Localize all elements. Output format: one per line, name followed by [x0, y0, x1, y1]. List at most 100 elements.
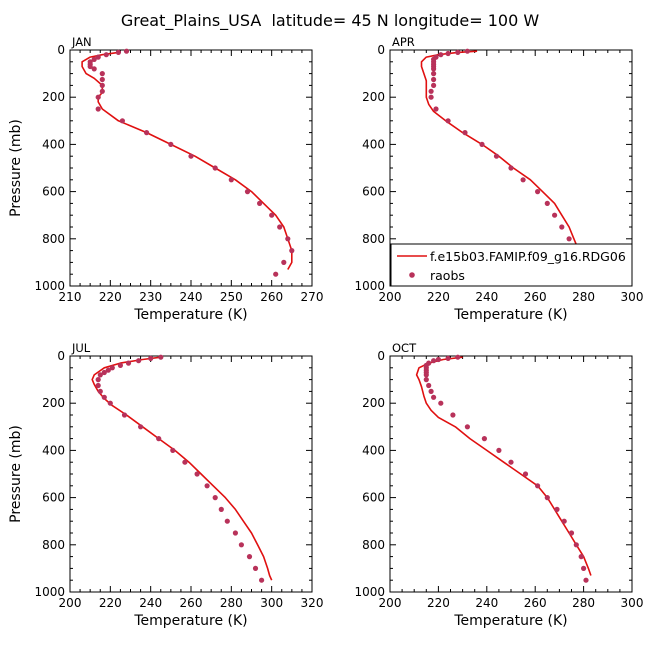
raobs-point-jan	[277, 224, 283, 230]
raobs-point-oct	[568, 530, 575, 536]
raobs-point-apr	[428, 88, 434, 94]
model-profile-line-jul	[91, 356, 273, 581]
raobs-point-jul	[224, 518, 230, 524]
raobs-point-oct	[431, 394, 437, 400]
raobs-point-apr	[559, 224, 565, 230]
x-tick-label-jul: 300	[260, 596, 283, 610]
x-axis-label-jan: Temperature (K)	[133, 307, 247, 323]
raobs-point-jan	[95, 106, 101, 112]
y-tick-label-jul: 0	[57, 349, 65, 363]
raobs-point-apr	[428, 94, 434, 100]
raobs-point-oct	[581, 565, 587, 572]
x-tick-label-jul: 260	[180, 596, 203, 610]
raobs-point-jan	[103, 52, 109, 58]
y-tick-label-apr: 200	[362, 90, 385, 104]
y-tick-label-oct: 400	[362, 443, 385, 457]
raobs-point-jul	[95, 377, 101, 383]
raobs-point-jul	[148, 355, 154, 361]
raobs-point-jul	[101, 394, 107, 400]
legend-obs-label: raobs	[430, 268, 465, 283]
raobs-point-jul	[238, 542, 244, 548]
model-profile-line-jan	[81, 51, 293, 270]
x-axis-label-jul: Temperature (K)	[133, 613, 247, 629]
raobs-point-oct	[428, 388, 434, 394]
raobs-point-jul	[121, 412, 128, 418]
panels: 210 220 230 240 250 260 270 0 200 400 600 800 1000 JA…	[8, 35, 643, 629]
x-tick-label-jan: 260	[260, 290, 283, 304]
y-tick-label-jan: 800	[42, 232, 65, 246]
panel-label-oct: OCT	[392, 341, 417, 355]
raobs-point-jan	[119, 118, 125, 124]
raobs-point-jul	[204, 483, 210, 489]
raobs-point-jul	[252, 565, 259, 572]
y-tick-label-oct: 200	[362, 396, 385, 410]
raobs-point-jan	[269, 212, 275, 218]
y-axis-label-jan: Pressure (mb)	[8, 119, 24, 217]
raobs-point-jul	[105, 367, 111, 373]
legend-model-label: f.e15b03.FAMIP.f09_g16.RDG06	[430, 249, 626, 264]
raobs-point-jan	[95, 54, 101, 60]
raobs-point-jan	[123, 48, 130, 54]
y-tick-label-jan: 200	[42, 90, 65, 104]
raobs-point-oct	[522, 471, 529, 477]
x-tick-label-jul: 240	[139, 596, 162, 610]
raobs-point-jan	[99, 76, 105, 83]
y-tick-label-oct: 800	[362, 538, 385, 552]
x-tick-label-oct: 240	[475, 596, 498, 610]
raobs-point-apr	[438, 52, 444, 58]
raobs-point-jan	[285, 236, 291, 242]
raobs-point-jul	[138, 424, 144, 430]
raobs-point-jul	[125, 360, 132, 366]
raobs-point-jan	[99, 88, 105, 94]
raobs-point-jan	[91, 56, 97, 63]
x-tick-label-apr: 300	[621, 290, 644, 304]
raobs-point-oct	[464, 424, 470, 430]
raobs-point-apr	[431, 82, 437, 88]
raobs-point-jan	[115, 49, 121, 56]
raobs-point-apr	[462, 130, 468, 136]
x-tick-label-oct: 220	[427, 596, 450, 610]
y-tick-label-jul: 200	[42, 396, 65, 410]
y-tick-label-apr: 600	[362, 185, 385, 199]
figure-title: Great_Plains_USA latitude= 45 N longitud…	[121, 11, 540, 31]
x-tick-label-jan: 210	[59, 290, 82, 304]
y-tick-label-oct: 1000	[354, 585, 385, 599]
raobs-point-jan	[99, 82, 105, 88]
x-tick-label-apr: 260	[524, 290, 547, 304]
raobs-point-oct	[438, 400, 444, 406]
raobs-point-jan	[144, 130, 150, 136]
plot-frame-jan	[69, 49, 313, 287]
raobs-point-jan	[91, 66, 97, 72]
plot-frame-oct	[389, 355, 633, 593]
panel-jul: 200 220 240 260 280 300 320 0 200 400 600 800 1000 JU…	[8, 341, 323, 629]
raobs-point-oct	[423, 377, 429, 383]
plot-frame-jul	[69, 355, 313, 593]
legend-obs-marker	[409, 272, 415, 278]
y-tick-label-apr: 1000	[354, 279, 385, 293]
panel-label-apr: APR	[392, 35, 415, 49]
raobs-point-oct	[561, 518, 567, 524]
raobs-point-jan	[87, 63, 93, 70]
raobs-point-oct	[573, 542, 579, 548]
x-tick-label-jan: 240	[180, 290, 203, 304]
x-axis-label-apr: Temperature (K)	[453, 307, 567, 323]
raobs-point-apr	[520, 177, 526, 183]
y-tick-label-jan: 600	[42, 185, 65, 199]
model-profile-line-oct	[415, 356, 592, 576]
raobs-point-oct	[508, 459, 514, 465]
raobs-point-apr	[431, 76, 437, 83]
raobs-point-apr	[493, 153, 500, 159]
raobs-point-jul	[97, 372, 103, 378]
y-axis-label-jul: Pressure (mb)	[8, 425, 24, 523]
x-tick-label-oct: 260	[524, 596, 547, 610]
x-tick-label-oct: 200	[379, 596, 402, 610]
x-tick-label-jan: 270	[301, 290, 324, 304]
y-tick-label-jul: 1000	[34, 585, 65, 599]
y-tick-label-jul: 600	[42, 491, 65, 505]
raobs-point-jul	[97, 388, 103, 394]
y-tick-label-oct: 0	[377, 349, 385, 363]
x-tick-label-jan: 220	[99, 290, 122, 304]
x-tick-label-apr: 220	[427, 290, 450, 304]
raobs-point-apr	[508, 165, 514, 171]
